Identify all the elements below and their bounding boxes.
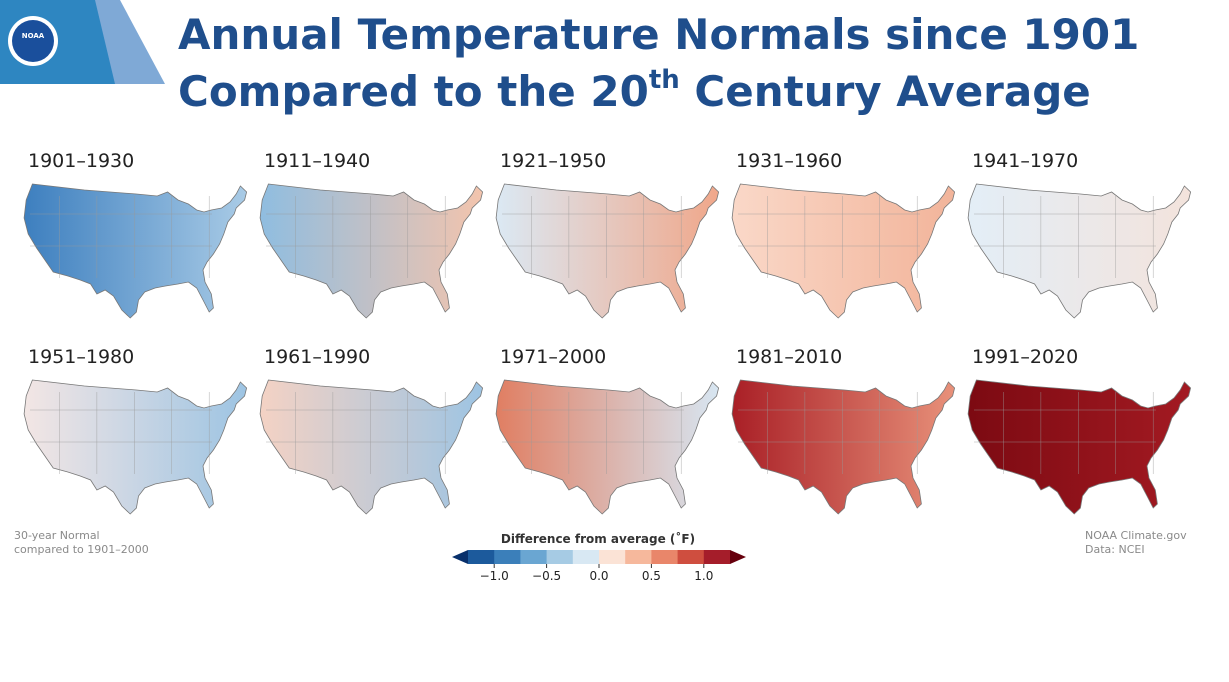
legend-swatch (703, 550, 731, 564)
period-label: 1961–1990 (264, 346, 370, 368)
title-part: Century Average (680, 67, 1091, 116)
legend-tick-label: 0.0 (589, 569, 608, 583)
legend-tick-label: 1.0 (694, 569, 713, 583)
period-label: 1951–1980 (28, 346, 134, 368)
logo-disc (12, 20, 54, 62)
legend-swatch (494, 550, 521, 564)
legend-extend (730, 550, 746, 564)
legend-title: Difference from average (˚F) (501, 531, 695, 546)
legend-tick-label: 0.5 (642, 569, 661, 583)
us-map (495, 379, 720, 515)
title-line2: Compared to the 20th Century Average (178, 65, 1091, 116)
us-map (259, 183, 484, 319)
legend-tick-label: −1.0 (480, 569, 509, 583)
legend-tick-label: −0.5 (532, 569, 561, 583)
us-map (23, 379, 248, 515)
period-label: 1941–1970 (972, 150, 1078, 172)
footnote: Data: NCEI (1085, 543, 1145, 556)
legend-swatch (677, 550, 705, 564)
period-label: 1921–1950 (500, 150, 606, 172)
footnote: compared to 1901–2000 (14, 543, 149, 556)
us-map (731, 183, 956, 319)
us-map (967, 183, 1192, 319)
period-label: 1981–2010 (736, 346, 842, 368)
footnote: NOAA Climate.gov (1085, 529, 1187, 542)
us-map (967, 379, 1192, 515)
footnote: 30-year Normal (14, 529, 100, 542)
legend-swatch (546, 550, 574, 564)
legend-swatch (468, 550, 495, 564)
period-label: 1991–2020 (972, 346, 1078, 368)
period-label: 1911–1940 (264, 150, 370, 172)
us-map (23, 183, 248, 319)
period-label: 1971–2000 (500, 346, 606, 368)
us-map (731, 379, 956, 515)
legend-swatch (520, 550, 548, 564)
period-label: 1901–1930 (28, 150, 134, 172)
title-part: Compared to the 20 (178, 67, 649, 116)
title-sup: th (649, 65, 680, 95)
legend-swatch (572, 550, 600, 564)
title-line1: Annual Temperature Normals since 1901 (178, 10, 1139, 59)
period-label: 1931–1960 (736, 150, 842, 172)
legend-swatch (651, 550, 679, 564)
legend-swatch (599, 550, 626, 564)
us-map (495, 183, 720, 319)
logo: NOAA (0, 0, 165, 84)
us-map (259, 379, 484, 515)
legend-extend (452, 550, 468, 564)
logo-text: NOAA (22, 32, 45, 40)
legend-swatch (625, 550, 652, 564)
